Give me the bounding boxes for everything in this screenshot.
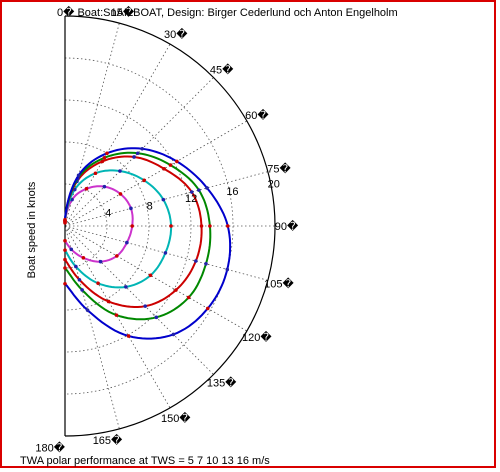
series-point-4 <box>154 315 159 320</box>
series-point-1 <box>98 259 103 264</box>
grid-ring-4 <box>64 183 108 269</box>
series-point-3 <box>77 277 82 282</box>
series-point-2 <box>74 264 78 269</box>
series-point-3 <box>162 166 166 171</box>
series-point-2 <box>124 285 128 289</box>
series-point-5 <box>205 306 210 311</box>
series-point-1 <box>125 240 129 245</box>
series-point-2 <box>169 224 173 228</box>
series-point-1 <box>63 238 67 243</box>
series-point-2 <box>161 197 166 202</box>
radial-tick-label: 16 <box>226 186 238 198</box>
series-point-3 <box>100 159 105 164</box>
series-point-5 <box>76 173 81 178</box>
radial-tick-label: 4 <box>105 208 111 220</box>
series-point-1 <box>129 206 133 211</box>
series-point-2 <box>142 178 146 183</box>
series-point-3 <box>189 190 194 194</box>
series-point-5 <box>225 267 230 272</box>
angle-tick-label: 15� <box>111 6 135 19</box>
series-point-3 <box>199 224 204 228</box>
grid-spoke-120 <box>64 225 248 332</box>
series-point-1 <box>84 186 89 191</box>
grid-spoke-135 <box>64 225 214 375</box>
series-point-3 <box>132 155 136 159</box>
series-line-2 <box>64 169 173 289</box>
series-point-4 <box>102 156 107 160</box>
grid-spoke-15 <box>64 23 120 227</box>
series-point-4 <box>80 288 84 292</box>
series-point-5 <box>175 159 179 164</box>
series-point-2 <box>63 248 67 252</box>
series-point-5 <box>63 281 67 286</box>
series-point-4 <box>63 266 67 270</box>
series-point-1 <box>118 192 123 196</box>
series-point-4 <box>197 188 201 192</box>
series-point-2 <box>93 171 98 176</box>
grid-spoke-60 <box>64 120 248 227</box>
series-point-3 <box>106 299 111 304</box>
series-point-2 <box>96 281 100 286</box>
series-point-1 <box>81 256 86 260</box>
y-axis-label: Boat speed in knots <box>26 181 38 278</box>
series-point-5 <box>205 186 209 190</box>
angle-tick-label: 30� <box>164 28 188 41</box>
polar-labels: 15� 30� 45� 60� 75� 90� 105� 120� 135� 150� 165� 18… <box>35 6 299 455</box>
angle-tick-label: 135� <box>207 377 237 390</box>
radial-tick-label: 8 <box>147 200 153 212</box>
series-point-2 <box>148 273 153 278</box>
series-point-1 <box>69 247 74 252</box>
series-point-4 <box>186 295 191 300</box>
series-point-5 <box>105 151 109 156</box>
series-point-5 <box>63 217 67 222</box>
series-point-4 <box>168 163 173 167</box>
polar-axes <box>64 15 276 437</box>
angle-tick-label: 90� <box>275 220 299 233</box>
series-point-3 <box>194 259 198 263</box>
polar-series <box>63 146 232 340</box>
grid-spoke-30 <box>64 43 171 227</box>
series-point-1 <box>115 254 119 258</box>
grid-ring-8 <box>64 141 150 311</box>
grid-spoke-150 <box>64 225 171 409</box>
grid-spoke-165 <box>64 225 120 429</box>
series-point-4 <box>114 313 119 317</box>
angle-tick-label: 45� <box>210 63 234 76</box>
series-point-5 <box>85 308 90 312</box>
grid-ring-16 <box>64 57 234 395</box>
angle-tick-label: 120� <box>242 331 272 344</box>
series-point-5 <box>140 146 145 151</box>
angle-tick-label: 105� <box>264 277 294 290</box>
angle-tick-label: 165� <box>93 434 123 447</box>
grid-ring-20 <box>64 15 276 437</box>
series-point-5 <box>126 334 131 338</box>
series-point-5 <box>171 332 176 337</box>
radial-tick-label: 20 <box>268 179 280 191</box>
radial-tick-label: 12 <box>185 193 197 205</box>
series-point-3 <box>174 288 178 292</box>
series-point-2 <box>118 169 122 173</box>
series-point-4 <box>204 261 208 266</box>
angle-tick-label: 75� <box>267 163 291 176</box>
grid-spoke-75 <box>64 171 268 227</box>
grid-spoke-45 <box>64 77 214 227</box>
series-point-1 <box>130 224 134 228</box>
series-point-4 <box>208 224 212 228</box>
angle-tick-label: 180� <box>35 442 65 455</box>
x-axis-label: TWA polar performance at TWS = 5 7 10 13… <box>20 455 270 467</box>
series-point-3 <box>143 304 147 308</box>
series-point-5 <box>225 224 230 228</box>
angle-tick-label: 60� <box>245 109 269 122</box>
series-point-4 <box>135 151 140 156</box>
series-point-1 <box>102 184 107 189</box>
angle-tick-label: 150� <box>161 412 191 425</box>
chart-title: 0� Boat:SnAILBOAT, Design: Birger Cederl… <box>57 6 398 19</box>
series-point-2 <box>163 251 168 255</box>
series-point-3 <box>63 257 67 262</box>
